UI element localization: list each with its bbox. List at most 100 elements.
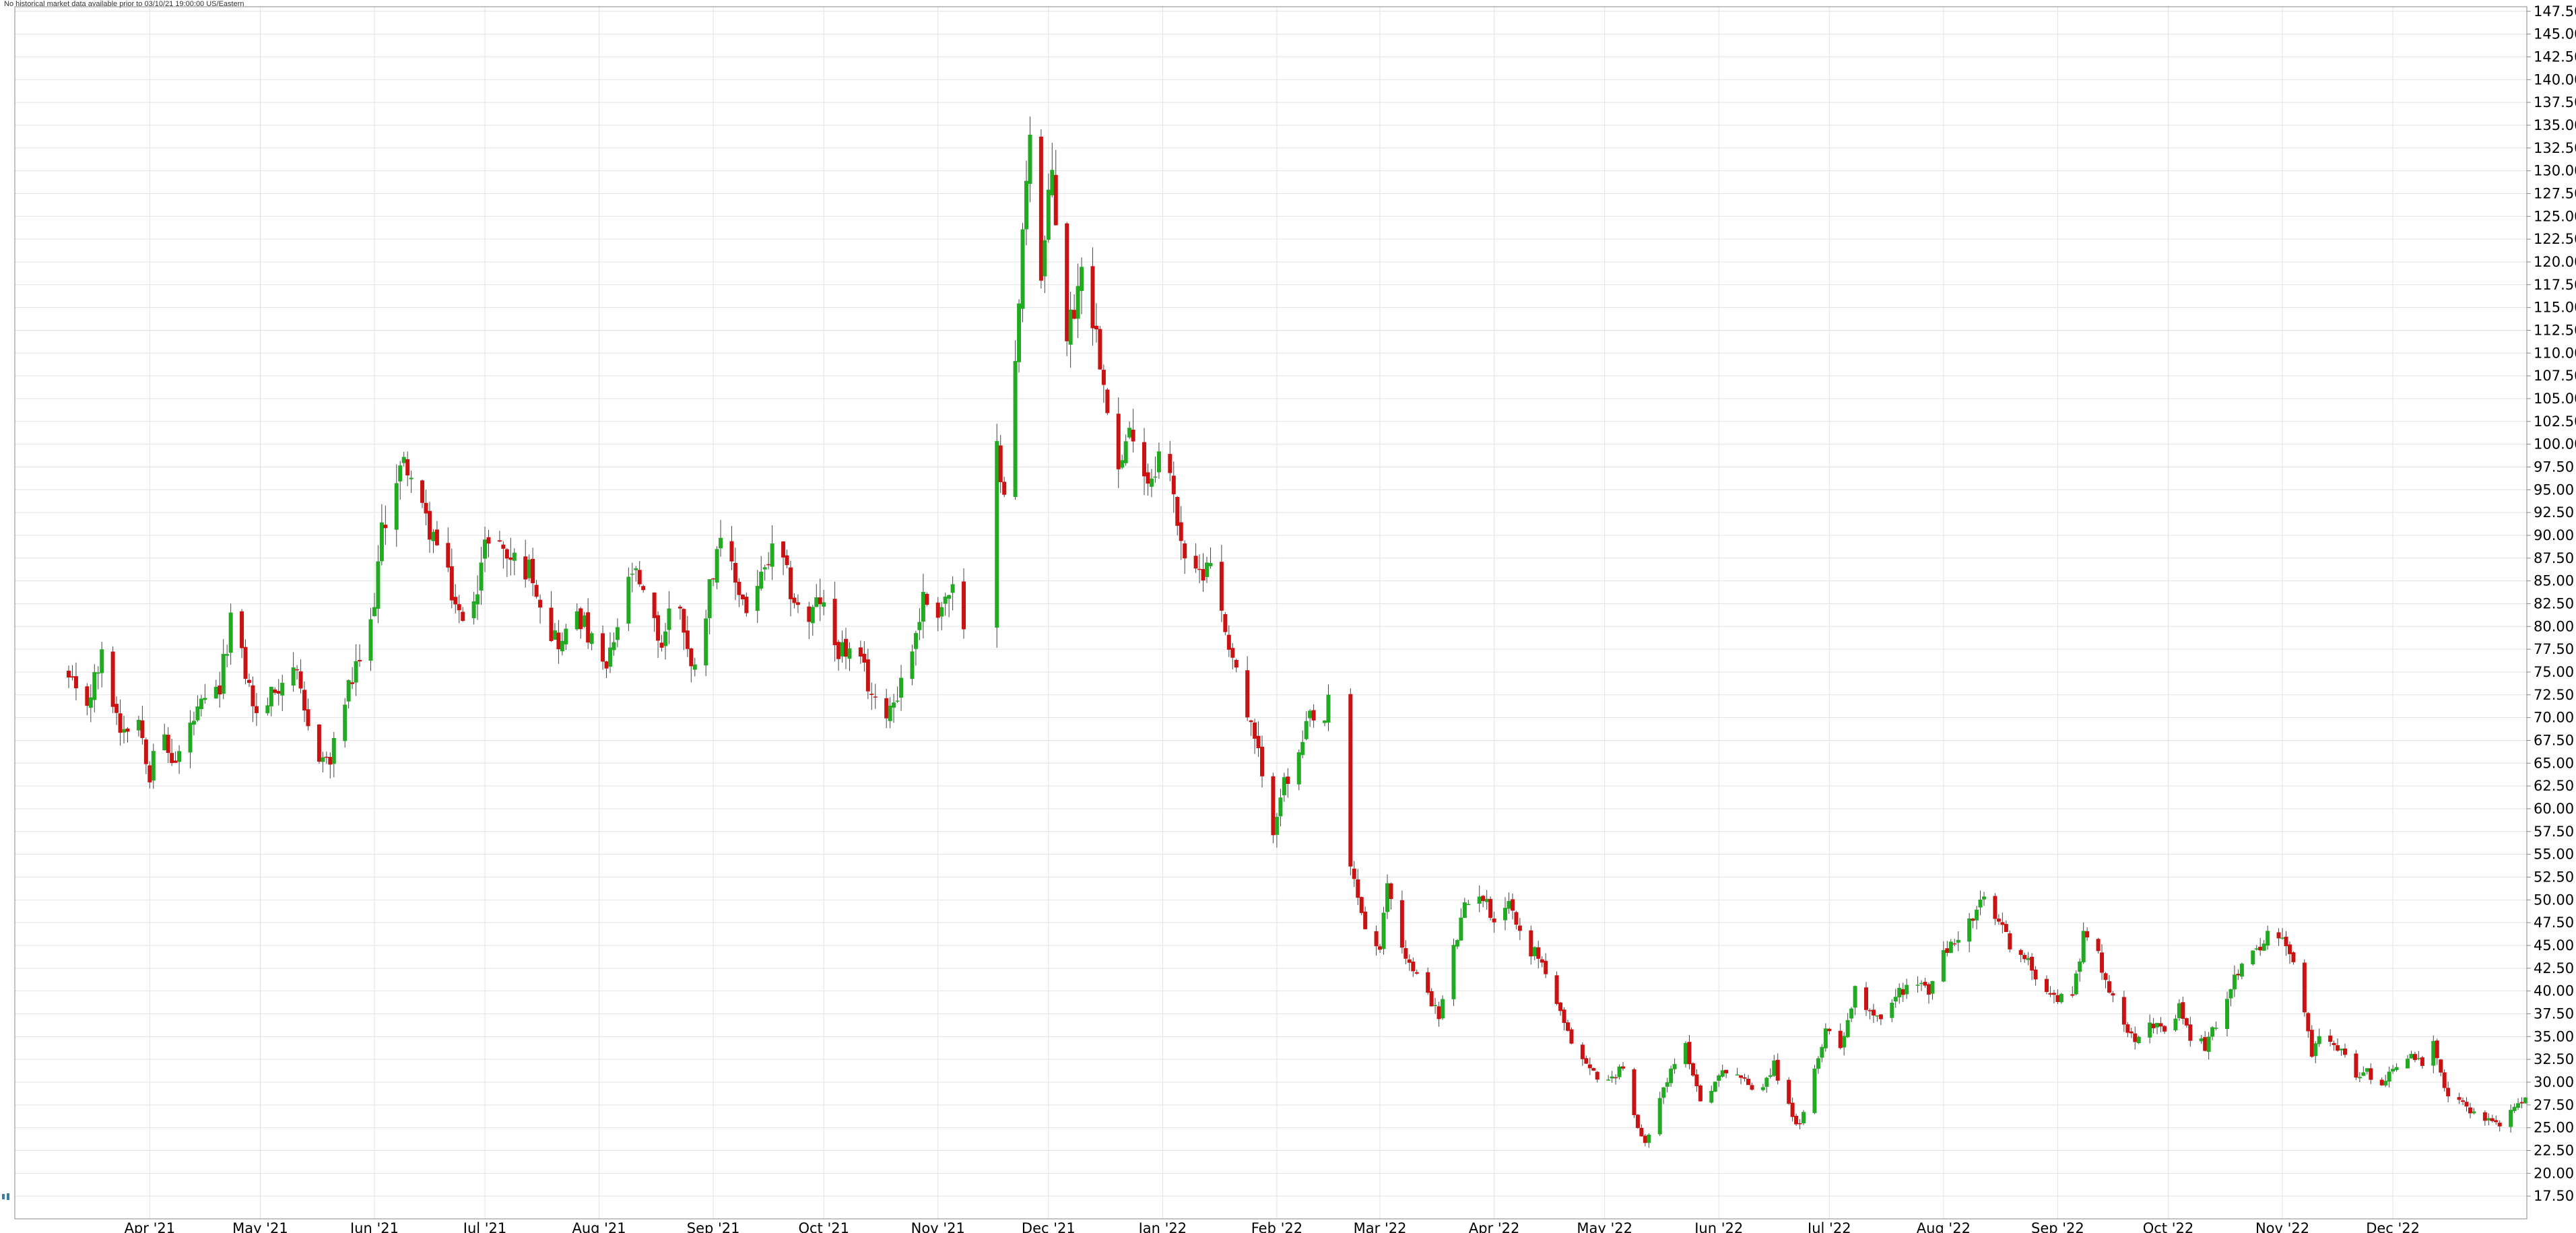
candle: [2158, 1017, 2163, 1032]
candle: [1890, 999, 1894, 1022]
candle-body-up: [1665, 1082, 1670, 1087]
candle-body-down: [1569, 1029, 1574, 1044]
candle: [504, 547, 509, 577]
x-tick-label: Aug '21: [572, 1220, 626, 1233]
candle-body-down: [1739, 1075, 1744, 1078]
candle: [582, 611, 587, 628]
candle: [1657, 1092, 1662, 1137]
candle: [1205, 556, 1210, 583]
y-tick-label: 35.00: [2534, 1028, 2574, 1044]
candle: [888, 697, 892, 729]
candle-body-down: [689, 648, 694, 667]
x-tick-label: Sep '21: [687, 1220, 740, 1233]
candle-body-down: [711, 578, 716, 580]
candle-body-up: [96, 672, 100, 674]
candle-body-up: [1484, 898, 1489, 902]
candle-body-down: [2044, 978, 2049, 993]
candle: [88, 684, 93, 723]
candle-body-down: [1595, 1071, 1599, 1080]
candle-body-up: [947, 595, 952, 599]
candle-body-up: [394, 483, 399, 530]
candle-body-up: [1823, 1028, 1828, 1048]
plot-frame: [14, 6, 2528, 1220]
candle-body-down: [1271, 776, 1276, 836]
candle-body-up: [1764, 1077, 1769, 1087]
candle-body-down: [1510, 899, 1515, 911]
candle: [2512, 1103, 2517, 1113]
candle-body-down: [2284, 937, 2288, 947]
candle-body-up: [2148, 1022, 2152, 1038]
candle: [512, 548, 517, 576]
candle: [1901, 982, 1905, 1002]
candle: [1871, 1003, 1876, 1024]
candle: [939, 601, 944, 631]
candle: [173, 752, 178, 764]
candle: [1193, 543, 1198, 573]
candle: [1565, 1020, 1570, 1032]
candle-body-down: [70, 676, 75, 678]
candle-body-down: [2379, 1079, 2384, 1086]
candle: [615, 618, 620, 648]
candle-body-up: [2210, 1027, 2215, 1037]
candle: [704, 609, 708, 677]
candle: [457, 595, 461, 624]
candle-body-down: [276, 691, 281, 694]
candle: [781, 541, 786, 575]
candle: [626, 567, 631, 632]
candle-body-down: [1746, 1079, 1750, 1086]
candle-body-down: [1580, 1044, 1585, 1059]
y-tick-label: 55.00: [2534, 846, 2574, 863]
candle: [1484, 890, 1489, 910]
candle: [1481, 894, 1486, 908]
candle: [331, 731, 336, 778]
y-tick-label: 112.50: [2534, 322, 2576, 338]
candle: [1197, 554, 1202, 583]
candle-body-down: [1245, 670, 1250, 718]
candle-body-up: [1720, 1070, 1725, 1077]
candle-body-up: [939, 607, 944, 617]
candle-body-down: [302, 690, 307, 711]
candle-body-up: [2416, 1058, 2421, 1059]
candle: [832, 581, 837, 662]
candle-body-up: [1919, 982, 1924, 985]
candle: [1941, 941, 1946, 982]
candle-body-down: [1234, 659, 1239, 668]
candle: [151, 743, 156, 789]
candle: [552, 623, 557, 640]
candle: [910, 644, 915, 686]
candle-body-down: [1635, 1114, 1640, 1129]
candle: [1028, 116, 1032, 203]
candle-body-up: [2251, 950, 2255, 965]
candle: [840, 630, 845, 663]
candle: [1853, 985, 1857, 1015]
candle-body-up: [1024, 180, 1029, 230]
candle: [1684, 1041, 1688, 1068]
candle-body-up: [2026, 958, 2030, 960]
candle-body-down: [1389, 883, 1393, 900]
candle-body-up: [162, 734, 167, 751]
candle: [2280, 928, 2285, 940]
candle: [1296, 749, 1301, 791]
candle: [2070, 986, 2075, 998]
candle: [943, 592, 948, 616]
candle-body-up: [762, 567, 767, 570]
candle-body-up: [1978, 899, 1983, 908]
candle-body-down: [2276, 932, 2281, 939]
candle: [2332, 1040, 2336, 1051]
candle-body-up: [1300, 741, 1305, 756]
candle-body-down: [733, 562, 737, 583]
candle-body-down: [1514, 912, 1519, 925]
y-tick-label: 92.50: [2534, 504, 2574, 521]
candle: [405, 451, 410, 486]
candle-body-down: [1694, 1074, 1699, 1087]
candle-body-down: [1101, 370, 1106, 385]
candle-body-up: [1153, 476, 1158, 478]
x-tick-label: May '21: [232, 1220, 288, 1233]
candle-body-up: [822, 602, 826, 607]
drag-handle-icon[interactable]: [1, 1192, 11, 1201]
candle-body-down: [795, 602, 800, 605]
candle: [1414, 969, 1419, 975]
x-tick-label: Dec '21: [1022, 1220, 1076, 1233]
candle-body-down: [2022, 955, 2027, 960]
